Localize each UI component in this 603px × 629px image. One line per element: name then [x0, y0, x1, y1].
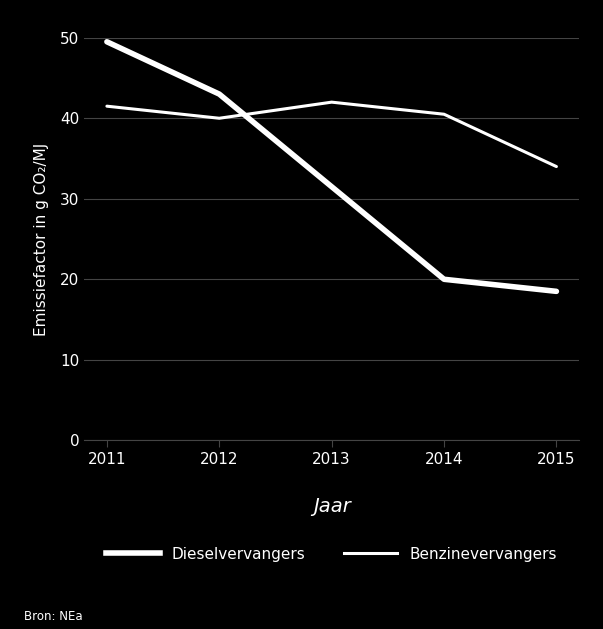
Text: Jaar: Jaar: [313, 497, 350, 516]
Text: Bron: NEa: Bron: NEa: [24, 610, 83, 623]
Legend: Dieselvervangers, Benzinevervangers: Dieselvervangers, Benzinevervangers: [100, 541, 563, 568]
Y-axis label: Emissiefactor in g CO₂/MJ: Emissiefactor in g CO₂/MJ: [34, 142, 49, 336]
